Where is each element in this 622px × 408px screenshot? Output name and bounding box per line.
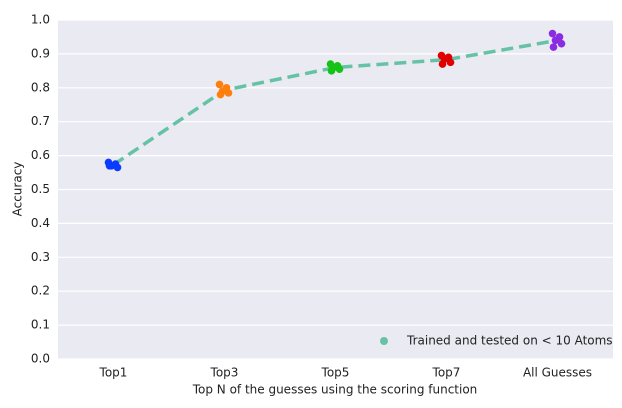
y-tick-label: 0.6 [31,148,50,162]
y-tick-label: 0.3 [31,250,50,264]
data-point [113,163,122,172]
y-tick-label: 0.0 [31,352,50,366]
y-tick-label: 0.8 [31,80,50,94]
y-tick-label: 0.2 [31,284,50,298]
y-tick-label: 0.5 [31,182,50,196]
y-axis-label: Accuracy [11,162,25,217]
y-tick-label: 0.1 [31,318,50,332]
x-tick-label: Top5 [321,366,350,380]
data-point [105,161,114,170]
data-point [549,43,558,51]
x-tick-label: Top3 [210,366,239,380]
data-point [551,36,560,45]
y-tick-label: 0.7 [31,114,50,128]
data-point [438,60,447,68]
data-point [216,90,225,99]
y-tick-label: 0.4 [31,216,50,230]
x-tick-label: Top1 [99,366,128,380]
x-axis-label: Top N of the guesses using the scoring f… [192,383,478,397]
data-point [446,58,455,67]
y-tick-label: 1.0 [31,13,50,27]
data-point [557,39,566,48]
y-tick-label: 0.9 [31,46,50,60]
x-tick-label: Top7 [432,366,461,380]
data-point [327,67,336,75]
data-point [215,80,224,89]
data-point [335,65,344,73]
data-point [224,89,233,97]
data-point [548,29,557,38]
x-tick-label: All Guesses [523,366,592,380]
legend-label: Trained and tested on < 10 Atoms [406,334,613,348]
legend-marker [380,337,388,345]
